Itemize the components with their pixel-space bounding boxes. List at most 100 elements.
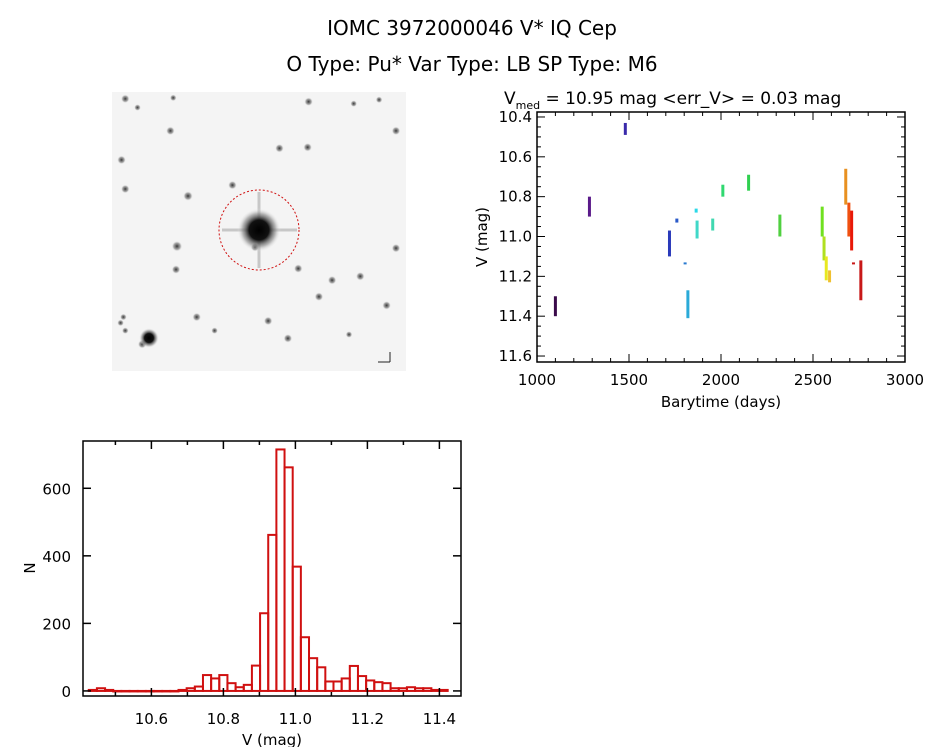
lc-xtick-label: 3000	[886, 371, 924, 389]
field-star	[192, 312, 202, 322]
lc-ylabel: V (mag)	[473, 207, 491, 267]
lc-data-points	[721, 184, 725, 197]
hist-xtick-label: 11.0	[279, 710, 312, 728]
hist-bar	[185, 687, 196, 692]
hist-bar	[128, 689, 139, 693]
hist-bar	[381, 682, 392, 692]
hist-xtick-label: 10.8	[207, 710, 240, 728]
lc-data-points	[695, 220, 699, 239]
hist-bar	[365, 679, 376, 692]
title-types: O Type: Pu* Var Type: LB SP Type: M6	[286, 52, 658, 76]
field-star	[120, 94, 130, 104]
hist-xtick-label: 11.2	[351, 710, 384, 728]
field-star	[183, 191, 193, 201]
hist-ylabel: N	[21, 562, 39, 573]
lc-data-points	[553, 296, 557, 317]
field-star	[171, 240, 183, 252]
hist-bar	[201, 674, 213, 692]
hist-bar	[136, 689, 147, 693]
field-star	[345, 331, 353, 338]
lc-data-points	[686, 290, 690, 319]
hist-bar	[397, 687, 408, 692]
lc-data-points	[859, 260, 863, 301]
lc-data-points	[747, 174, 751, 191]
hist-bar	[177, 688, 188, 692]
field-star	[274, 143, 284, 153]
field-star	[117, 155, 127, 165]
field-star	[119, 313, 127, 321]
light-curve-chart: Vmed = 10.95 mag <err_V> = 0.03 mag 1000…	[473, 89, 924, 411]
hist-bar	[405, 686, 417, 692]
hist-ytick-label: 0	[61, 683, 71, 701]
lc-xtick-label: 2000	[702, 371, 740, 389]
target-star	[222, 192, 297, 268]
hist-bar	[324, 680, 335, 692]
field-stars	[117, 94, 401, 349]
lc-data-points	[820, 206, 824, 237]
lc-data-points	[822, 236, 826, 261]
field-star	[283, 333, 293, 343]
lc-title: Vmed = 10.95 mag <err_V> = 0.03 mag	[504, 89, 841, 112]
hist-ytick-label: 600	[42, 480, 71, 498]
hist-bar	[291, 565, 302, 692]
hist-xtick-label: 10.6	[135, 710, 168, 728]
field-star	[350, 100, 358, 108]
hist-bar	[193, 685, 204, 692]
lc-data-points	[711, 218, 715, 231]
field-star	[120, 184, 130, 194]
lc-data-points	[824, 256, 828, 281]
hist-ytick-label: 200	[42, 615, 71, 633]
lc-data-points	[828, 270, 832, 283]
hist-bar	[267, 533, 278, 692]
hist-bar	[308, 657, 319, 692]
lc-data-points	[587, 196, 591, 217]
hist-bar	[218, 674, 229, 692]
lc-ytick-label: 11.0	[499, 228, 532, 246]
hist-bar	[356, 675, 368, 692]
hist-ytick-label: 400	[42, 548, 71, 566]
hist-bar	[316, 666, 327, 692]
hist-bar	[373, 681, 384, 692]
hist-bar	[87, 688, 98, 692]
lc-data-points	[850, 210, 854, 251]
hist-bar	[120, 689, 131, 693]
field-star	[263, 316, 273, 326]
hist-bar	[332, 680, 343, 692]
field-star	[304, 97, 314, 107]
lc-data-points	[847, 202, 851, 237]
lc-data-points	[667, 230, 671, 257]
lc-ytick-label: 10.6	[499, 148, 532, 166]
target-circle-marker	[218, 189, 300, 271]
field-star	[391, 243, 401, 253]
bright-field-star	[139, 328, 159, 348]
hist-bar	[210, 677, 221, 692]
lc-ytick-label: 11.4	[499, 307, 532, 325]
field-star	[121, 327, 129, 335]
lc-data-points	[683, 262, 687, 265]
field-star	[171, 265, 181, 275]
field-star	[327, 275, 337, 285]
field-star	[134, 104, 141, 112]
lc-ytick-label: 11.6	[499, 347, 532, 365]
lc-frame	[536, 111, 906, 363]
hist-bar	[438, 688, 449, 692]
hist-bar	[389, 687, 400, 692]
field-star	[165, 126, 175, 136]
lc-title-v: V	[504, 89, 516, 109]
title-star-id: IOMC 3972000046 V* IQ Cep	[327, 16, 617, 40]
hist-bar	[95, 687, 107, 692]
field-star	[227, 180, 237, 190]
lc-xlabel: Barytime (days)	[661, 393, 781, 411]
hist-xlabel: V (mag)	[242, 731, 302, 747]
lc-title-sub: med	[516, 99, 540, 112]
lc-xtick-label: 2500	[794, 371, 832, 389]
hist-bar	[348, 664, 359, 692]
hist-bar	[112, 689, 123, 693]
hist-bar	[104, 688, 115, 692]
hist-bar	[250, 664, 262, 692]
lc-ytick-label: 10.4	[499, 108, 532, 126]
field-star	[382, 300, 392, 310]
lc-data-points	[851, 262, 855, 265]
hist-bar	[430, 688, 441, 692]
hist-bar	[161, 689, 172, 693]
